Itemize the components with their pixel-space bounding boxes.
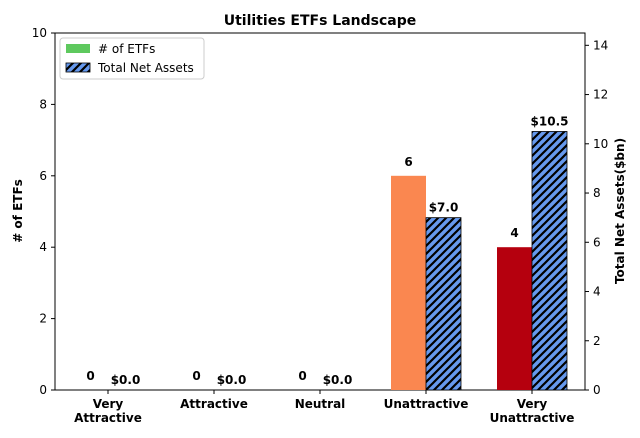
y-tick-label-right: 0	[593, 383, 601, 397]
chart-title: Utilities ETFs Landscape	[224, 13, 417, 29]
data-label-etf-count: 0	[192, 369, 200, 383]
bar-net-assets	[425, 217, 462, 391]
data-label-etf-count: 6	[404, 155, 412, 169]
y-tick-label-left: 4	[39, 240, 47, 254]
legend-label-net-assets: Total Net Assets	[97, 61, 194, 75]
y-tick-label-right: 6	[593, 235, 601, 249]
y-tick-label-left: 6	[39, 169, 47, 183]
data-label-etf-count: 0	[298, 369, 306, 383]
x-tick-label: Very Attractive	[74, 397, 142, 425]
x-tick-label-line: Unattractive	[490, 411, 575, 425]
y-tick-label-left: 10	[32, 26, 47, 40]
legend-swatch-net-assets	[65, 62, 91, 73]
x-tick-label-line: Unattractive	[384, 397, 469, 411]
x-tick-label-line: Attractive	[74, 411, 142, 425]
bar-etf-count	[391, 175, 426, 390]
x-tick-label: Unattractive	[384, 397, 469, 411]
y-tick-label-right: 12	[593, 88, 608, 102]
data-label-net-assets: $7.0	[429, 201, 459, 215]
y-axis-title-left: # of ETFs	[11, 179, 25, 243]
x-tick-label: Very Unattractive	[490, 397, 575, 425]
data-label-etf-count: 4	[510, 226, 518, 240]
bar-etf-count	[497, 247, 532, 390]
legend-box	[59, 37, 205, 80]
data-label-etf-count: 0	[86, 369, 94, 383]
y-tick-label-right: 2	[593, 334, 601, 348]
y-tick-label-left: 2	[39, 312, 47, 326]
y-tick-label-right: 10	[593, 137, 608, 151]
x-tick-label: Neutral	[295, 397, 346, 411]
x-tick-label-line: Attractive	[180, 397, 248, 411]
data-label-net-assets: $0.0	[111, 373, 141, 387]
data-label-net-assets: $0.0	[323, 373, 353, 387]
y-tick-label-right: 8	[593, 186, 601, 200]
data-label-net-assets: $0.0	[217, 373, 247, 387]
y-tick-label-right: 14	[593, 38, 608, 52]
x-tick-label: Attractive	[180, 397, 248, 411]
y-axis-title-right: Total Net Assets($bn)	[613, 138, 627, 284]
legend-label-etf-count: # of ETFs	[98, 42, 155, 56]
y-tick-label-right: 4	[593, 285, 601, 299]
legend-swatch-etf-count	[66, 44, 90, 53]
x-tick-label-line: Neutral	[295, 397, 346, 411]
data-label-net-assets: $10.5	[531, 114, 569, 128]
x-tick-label-line: Very	[517, 397, 548, 411]
legend: # of ETFs Total Net Assets	[59, 37, 205, 80]
bar-net-assets	[531, 131, 568, 391]
x-tick-label-line: Very	[93, 397, 124, 411]
y-tick-label-left: 0	[39, 383, 47, 397]
y-tick-label-left: 8	[39, 97, 47, 111]
